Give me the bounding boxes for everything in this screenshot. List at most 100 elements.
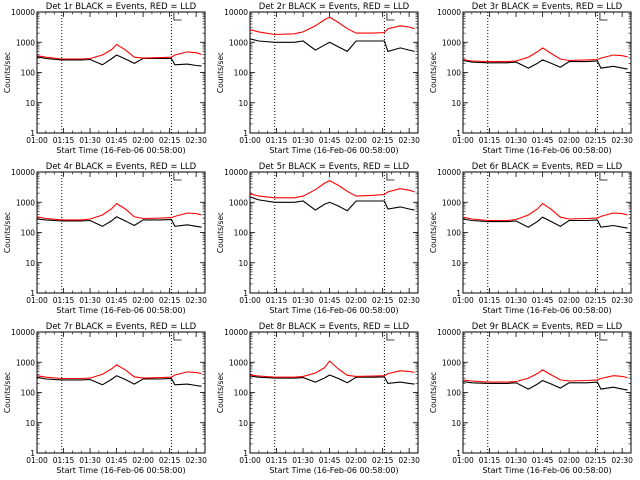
x-tick-label: 02:15	[159, 456, 181, 465]
lld-series-line	[462, 202, 628, 222]
y-tick-label: 100	[234, 69, 249, 78]
x-tick-label: 02:15	[585, 296, 607, 305]
x-tick-label: 02:30	[611, 136, 633, 145]
panel-8: Det 8r BLACK = Events, RED = LLD 1 10 100 10…	[216, 322, 420, 475]
y-axis-label: Counts/sec	[429, 372, 438, 413]
x-tick-label: 01:30	[79, 296, 101, 305]
y-tick-label: 1000	[229, 358, 248, 367]
x-tick-label: 01:00	[26, 456, 48, 465]
panel-title: Det 5r BLACK = Events, RED = LLD	[259, 162, 410, 172]
x-tick-label: 01:45	[106, 136, 128, 145]
y-tick-label: 100	[234, 389, 249, 398]
y-tick-label: 100	[447, 69, 462, 78]
events-series-line	[462, 379, 628, 391]
y-tick-label: 10000	[224, 168, 248, 177]
y-tick-label: 1	[456, 289, 461, 298]
x-tick-label: 01:45	[532, 296, 554, 305]
lld-series-line	[36, 364, 202, 380]
x-tick-label: 01:00	[452, 296, 474, 305]
y-tick-label: 1	[243, 129, 248, 138]
y-tick-label: 10000	[11, 8, 35, 17]
panel-title: Det 8r BLACK = Events, RED = LLD	[259, 322, 410, 332]
y-axis-label: Counts/sec	[216, 52, 225, 93]
x-tick-label: 02:30	[398, 136, 420, 145]
x-tick-label: 01:15	[266, 456, 288, 465]
y-tick-label: 10	[451, 419, 461, 428]
y-tick-label: 1	[30, 449, 35, 458]
x-tick-label: 01:30	[79, 456, 101, 465]
y-tick-label: 1000	[442, 358, 461, 367]
x-tick-label: 02:30	[185, 296, 207, 305]
x-tick-label: 01:15	[479, 136, 501, 145]
y-tick-label: 1000	[229, 198, 248, 207]
x-tick-label: 01:45	[532, 136, 554, 145]
lld-series-line	[36, 202, 202, 221]
panel-4: Det 4r BLACK = Events, RED = LLD 1 10 100 10…	[3, 162, 207, 315]
bracket-mark	[599, 333, 608, 341]
bracket-mark	[386, 13, 395, 21]
x-tick-label: 02:00	[345, 296, 367, 305]
x-tick-label: 01:15	[53, 456, 75, 465]
bracket-mark	[386, 173, 395, 181]
panel-3: Det 3r BLACK = Events, RED = LLD 1 10 100 10…	[429, 2, 633, 155]
x-axis-label: Start Time (16-Feb-06 00:58:00)	[269, 466, 398, 475]
y-axis-label: Counts/sec	[429, 212, 438, 253]
y-axis-label: Counts/sec	[3, 52, 12, 93]
y-tick-label: 1	[243, 289, 248, 298]
x-axis-label: Start Time (16-Feb-06 00:58:00)	[56, 146, 185, 155]
y-axis-label: Counts/sec	[3, 212, 12, 253]
x-tick-label: 02:00	[558, 456, 580, 465]
events-series-line	[249, 374, 415, 385]
y-tick-label: 10	[238, 419, 248, 428]
bracket-mark	[173, 333, 182, 341]
lld-series-line	[462, 47, 628, 63]
x-tick-label: 01:45	[319, 136, 341, 145]
y-tick-label: 10000	[437, 328, 461, 337]
panel-title: Det 9r BLACK = Events, RED = LLD	[472, 322, 623, 332]
x-tick-label: 01:15	[266, 136, 288, 145]
events-series-line	[36, 54, 202, 67]
x-tick-label: 02:15	[159, 136, 181, 145]
x-tick-label: 01:00	[26, 296, 48, 305]
panel-title: Det 6r BLACK = Events, RED = LLD	[472, 162, 623, 172]
y-tick-label: 1000	[16, 38, 35, 47]
x-tick-label: 02:00	[132, 136, 154, 145]
events-series-line	[249, 38, 415, 53]
x-axis-label: Start Time (16-Feb-06 00:58:00)	[482, 146, 611, 155]
lld-series-line	[249, 179, 415, 199]
x-tick-label: 01:30	[505, 296, 527, 305]
x-tick-label: 02:15	[372, 136, 394, 145]
x-tick-label: 01:30	[505, 456, 527, 465]
x-tick-label: 01:15	[53, 136, 75, 145]
x-tick-label: 01:00	[239, 456, 261, 465]
x-axis-label: Start Time (16-Feb-06 00:58:00)	[269, 146, 398, 155]
y-tick-label: 10	[238, 99, 248, 108]
events-series-line	[36, 216, 202, 228]
x-tick-label: 02:15	[372, 456, 394, 465]
y-tick-label: 10000	[11, 168, 35, 177]
x-tick-label: 02:00	[558, 136, 580, 145]
bracket-mark	[599, 173, 608, 181]
panel-5: Det 5r BLACK = Events, RED = LLD 1 10 100 10…	[216, 162, 420, 315]
x-tick-label: 01:15	[479, 296, 501, 305]
y-tick-label: 1000	[16, 358, 35, 367]
panel-6: Det 6r BLACK = Events, RED = LLD 1 10 100 10…	[429, 162, 633, 315]
x-tick-label: 01:30	[505, 136, 527, 145]
x-tick-label: 02:30	[611, 296, 633, 305]
panel-title: Det 4r BLACK = Events, RED = LLD	[46, 162, 197, 172]
y-axis-label: Counts/sec	[3, 372, 12, 413]
x-tick-label: 02:15	[585, 136, 607, 145]
lld-series-line	[462, 369, 628, 383]
y-tick-label: 10000	[224, 8, 248, 17]
lld-series-line	[249, 360, 415, 378]
panel-2: Det 2r BLACK = Events, RED = LLD 1 10 100 10…	[216, 2, 420, 155]
panel-9: Det 9r BLACK = Events, RED = LLD 1 10 100 10…	[429, 322, 633, 475]
y-tick-label: 100	[447, 389, 462, 398]
x-tick-label: 02:15	[585, 456, 607, 465]
x-tick-label: 01:30	[292, 456, 314, 465]
x-axis-label: Start Time (16-Feb-06 00:58:00)	[482, 306, 611, 315]
x-tick-label: 02:00	[132, 296, 154, 305]
events-series-line	[462, 59, 628, 70]
y-tick-label: 10	[451, 99, 461, 108]
